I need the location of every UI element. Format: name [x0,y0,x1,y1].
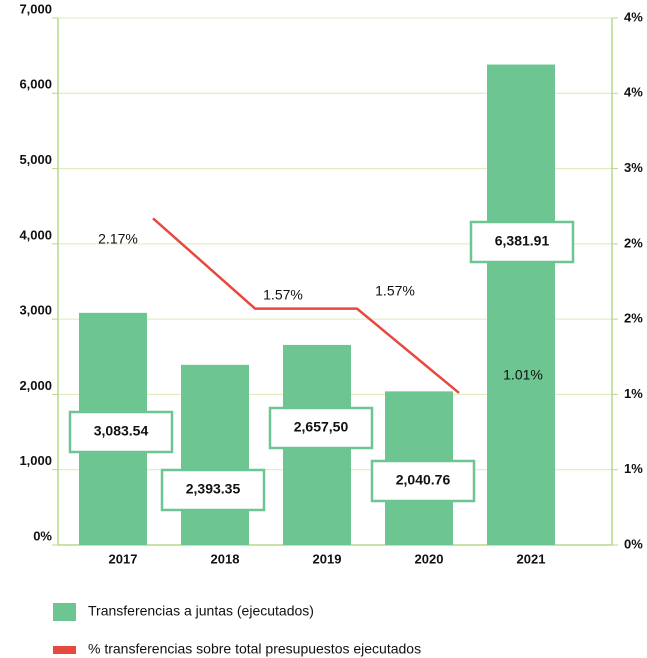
data-label: 2.17% [98,231,138,247]
bar [181,364,249,545]
y2-tick-label: 4% [624,85,643,100]
y-tick-label: 0% [33,528,52,543]
data-label: 1.01% [503,367,543,383]
label-box [370,459,476,503]
data-label: 1.57% [375,283,415,299]
bar [487,64,555,545]
x-tick-label: 2020 [415,551,444,566]
y2-tick-label: 2% [624,311,643,326]
y-tick-label: 2,000 [19,378,52,393]
legend-swatch [53,603,76,621]
data-label: 6,381.91 [495,233,550,249]
data-label: 1.57% [263,287,303,303]
y-tick-label: 7,000 [19,1,52,16]
label-box [469,220,575,264]
label-box [68,410,174,454]
x-tick-label: 2018 [211,551,240,566]
data-label: 2,040.76 [396,472,451,488]
y2-tick-label: 1% [624,461,643,476]
x-tick-label: 2019 [313,551,342,566]
y-tick-label: 4,000 [19,227,52,242]
data-label: 2,657,50 [294,419,349,435]
y2-tick-label: 3% [624,160,643,175]
label-box [160,468,266,512]
y-tick-label: 1,000 [19,453,52,468]
x-tick-label: 2021 [517,551,546,566]
legend-label: Transferencias a juntas (ejecutados) [88,603,314,619]
data-label: 2,393.35 [186,481,241,497]
y-tick-label: 5,000 [19,152,52,167]
data-label: 3,083.54 [94,423,149,439]
y2-tick-label: 0% [624,536,643,551]
legend-swatch [53,646,76,654]
label-box [268,406,374,450]
y-tick-label: 6,000 [19,77,52,92]
y-tick-label: 3,000 [19,303,52,318]
x-tick-label: 2017 [109,551,138,566]
legend-label: % transferencias sobre total presupuesto… [88,641,421,657]
y2-tick-label: 4% [624,9,643,24]
y2-tick-label: 1% [624,386,643,401]
y2-tick-label: 2% [624,235,643,250]
line [152,217,460,394]
